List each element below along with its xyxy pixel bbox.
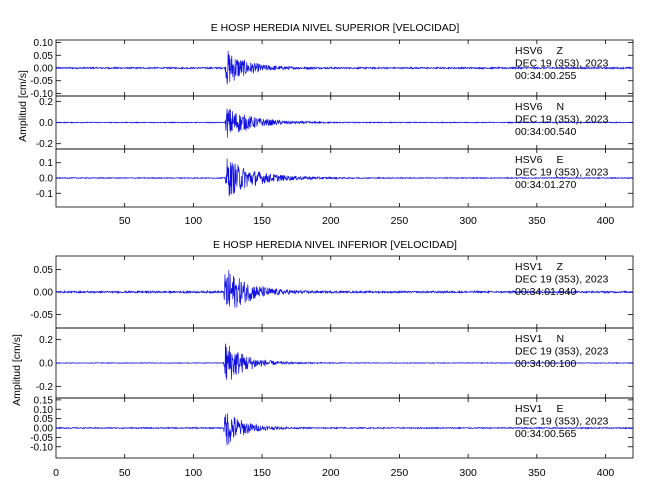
y-tick-label: 0.10 [34,38,54,49]
station-code: HSV6 [515,101,543,113]
x-axis: 50 100 150 200 250 300 350 400 [119,215,615,227]
x-tick-label: 50 [119,467,131,479]
station-code: HSV1 [515,261,543,273]
x-tick-label: 150 [253,215,271,227]
waveform-line [55,343,634,381]
x-tick-label: 400 [597,467,615,479]
y-tick-label: 0.00 [34,64,54,75]
component-code: Z [556,45,563,57]
time-label: 00:34:00.100 [515,358,576,370]
x-tick-label: 250 [391,215,409,227]
x-tick-label: 350 [528,215,546,227]
panel-upper-level: E HOSP HEREDIA NIVEL SUPERIOR [VELOCIDAD… [17,22,634,227]
y-tick-label: -0.05 [30,76,53,87]
date-label: DEC 19 (353), 2023 [515,346,609,358]
waveform-line [56,158,634,197]
date-label: DEC 19 (353), 2023 [515,274,609,286]
time-label: 00:34:00.565 [515,428,576,440]
y-tick-label: 0.0 [39,174,53,185]
station-label: HSV6 N [515,101,564,113]
y-tick-label: -0.10 [30,442,53,453]
component-code: E [556,403,563,415]
y-tick-label: 0.00 [34,424,54,435]
date-label: DEC 19 (353), 2023 [515,114,609,126]
y-tick-label: -0.10 [30,89,53,100]
x-tick-label: 200 [322,467,340,479]
panel-title: E HOSP HEREDIA NIVEL SUPERIOR [VELOCIDAD… [211,22,460,34]
time-label: 00:34:01.270 [515,179,576,191]
y-tick-label: 0.05 [34,414,54,425]
station-label: HSV6 E [515,154,563,166]
y-tick-label: 0.00 [34,288,54,299]
y-tick-label: -0.2 [36,139,54,150]
time-label: 00:34:01.940 [515,286,576,298]
y-tick-label: 0.05 [34,51,54,62]
y-tick-label: -0.05 [30,433,53,444]
y-tick-label: 0.10 [34,405,54,416]
station-code: HSV1 [515,403,543,415]
panel-title: E HOSP HEREDIA NIVEL INFERIOR [VELOCIDAD… [213,239,457,251]
y-tick-label: 0.2 [39,335,53,346]
y-tick-label: 0.1 [39,158,53,169]
y-axis-label: Amplitud [cm/s] [11,334,23,406]
y-tick-label: 0.15 [34,395,54,406]
component-code: N [556,101,564,113]
y-tick-label: -0.05 [30,310,53,321]
waveform-line [55,413,634,446]
y-tick-label: 0.0 [39,118,53,129]
y-axis-label: Amplitud [cm/s] [17,70,29,142]
component-code: Z [556,261,563,273]
x-axis: 0 50 100 150 200 250 300 350 400 [53,467,614,479]
x-tick-label: 350 [528,467,546,479]
station-code: HSV6 [515,154,543,166]
component-code: N [556,333,564,345]
y-tick-label: 0.0 [39,359,53,370]
station-code: HSV1 [515,333,543,345]
date-label: DEC 19 (353), 2023 [515,416,609,428]
station-label: HSV1 N [515,333,564,345]
panel-lower-level: E HOSP HEREDIA NIVEL INFERIOR [VELOCIDAD… [11,239,634,479]
waveform-line [55,50,634,85]
x-tick-label: 400 [597,215,615,227]
y-tick-label: 0.2 [39,97,53,108]
waveform-line [55,108,634,138]
time-label: 00:34:00.255 [515,70,576,82]
station-label: HSV1 E [515,403,563,415]
station-label: HSV6 Z [515,45,563,57]
station-code: HSV6 [515,45,543,57]
x-tick-label: 50 [119,215,131,227]
x-tick-label: 150 [253,467,271,479]
x-tick-label: 100 [185,215,203,227]
x-tick-label: 200 [322,215,340,227]
x-tick-label: 0 [53,467,59,479]
waveform-line [55,270,634,308]
component-code: E [556,154,563,166]
x-tick-label: 300 [459,215,477,227]
y-tick-label: 0.05 [34,265,54,276]
x-tick-label: 100 [185,467,203,479]
x-tick-label: 250 [391,467,409,479]
date-label: DEC 19 (353), 2023 [515,167,609,179]
time-label: 00:34:00.540 [515,126,576,138]
y-tick-label: -0.1 [36,189,54,200]
x-tick-label: 300 [459,467,477,479]
date-label: DEC 19 (353), 2023 [515,58,609,70]
station-label: HSV1 Z [515,261,563,273]
y-tick-label: -0.2 [36,382,54,393]
